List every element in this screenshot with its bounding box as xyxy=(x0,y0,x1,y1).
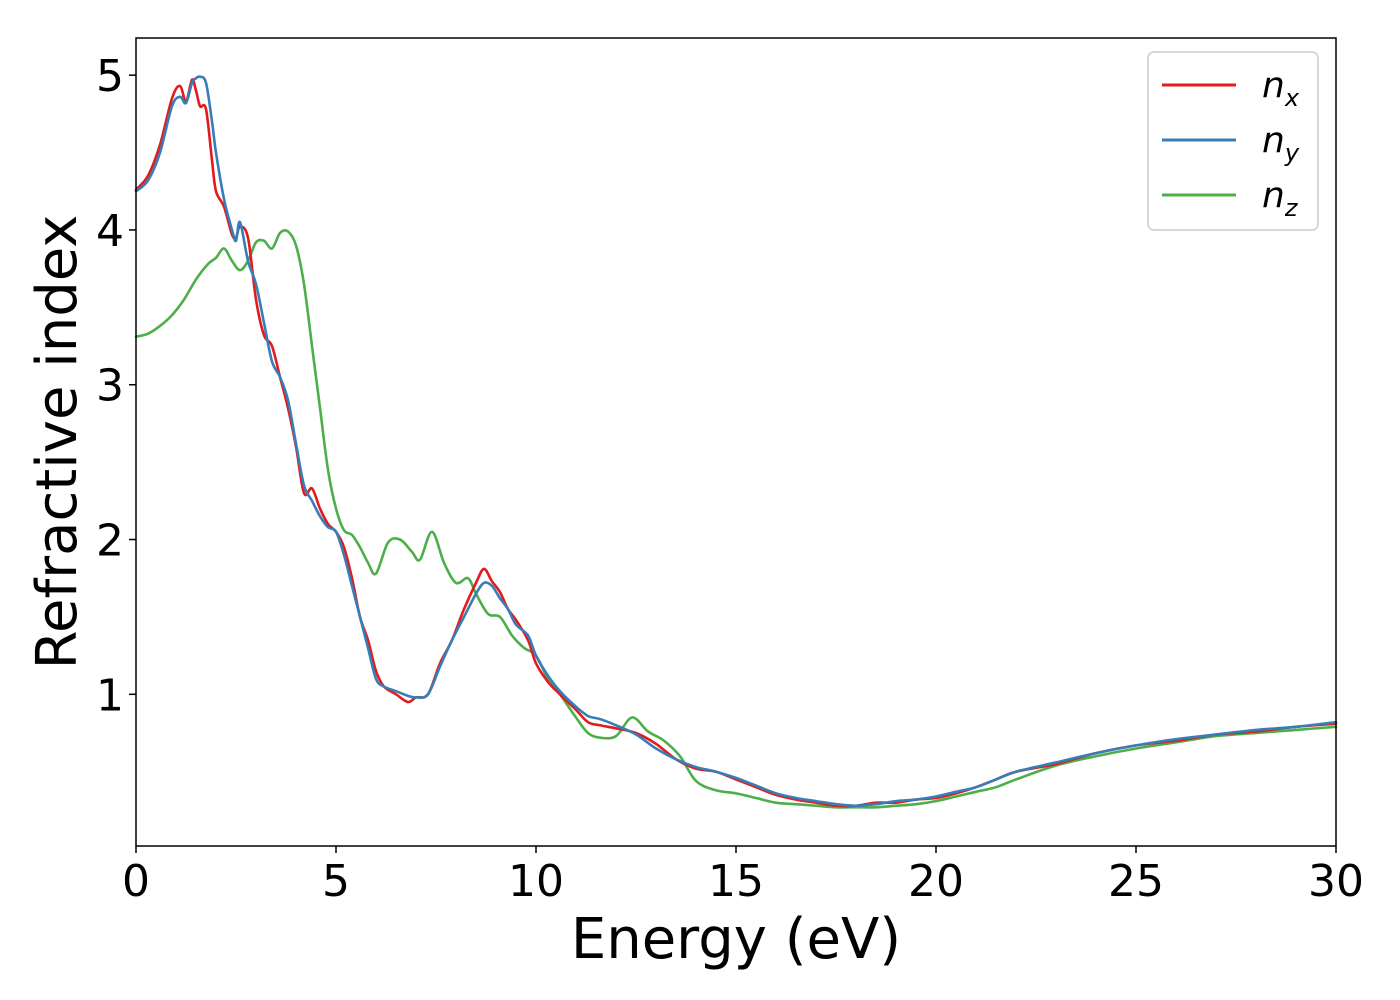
x-axis-ticks: 0 5 10 15 20 25 30 xyxy=(122,846,1364,907)
legend-label-subscript: y xyxy=(1284,139,1300,167)
legend-label-nx: nx xyxy=(1262,65,1300,112)
y-tick-label: 4 xyxy=(96,206,124,257)
y-tick-label: 2 xyxy=(96,516,124,567)
legend-label-base: n xyxy=(1262,65,1285,106)
y-tick-label: 5 xyxy=(96,51,124,102)
x-axis-label: Energy (eV) xyxy=(571,907,901,972)
y-axis-label: Refractive index xyxy=(25,215,90,670)
legend-label-subscript: z xyxy=(1284,194,1299,222)
legend-label-subscript: x xyxy=(1284,84,1300,112)
legend-label-base: n xyxy=(1262,175,1285,216)
legend-label-base: n xyxy=(1262,120,1285,161)
legend-label-ny: ny xyxy=(1262,120,1300,167)
series-line-nz xyxy=(134,229,1338,809)
y-axis-ticks: 1 2 3 4 5 xyxy=(96,51,136,721)
legend-label-nz: nz xyxy=(1262,175,1299,222)
y-tick-label: 3 xyxy=(96,361,124,412)
x-tick-label: 25 xyxy=(1108,856,1164,907)
x-tick-label: 5 xyxy=(322,856,350,907)
x-tick-label: 20 xyxy=(908,856,964,907)
x-tick-label: 30 xyxy=(1308,856,1364,907)
series-line-ny xyxy=(134,75,1338,808)
x-tick-label: 15 xyxy=(708,856,764,907)
series-layer xyxy=(134,75,1338,809)
x-tick-label: 0 xyxy=(122,856,150,907)
y-tick-label: 1 xyxy=(96,670,124,721)
x-tick-label: 10 xyxy=(508,856,564,907)
